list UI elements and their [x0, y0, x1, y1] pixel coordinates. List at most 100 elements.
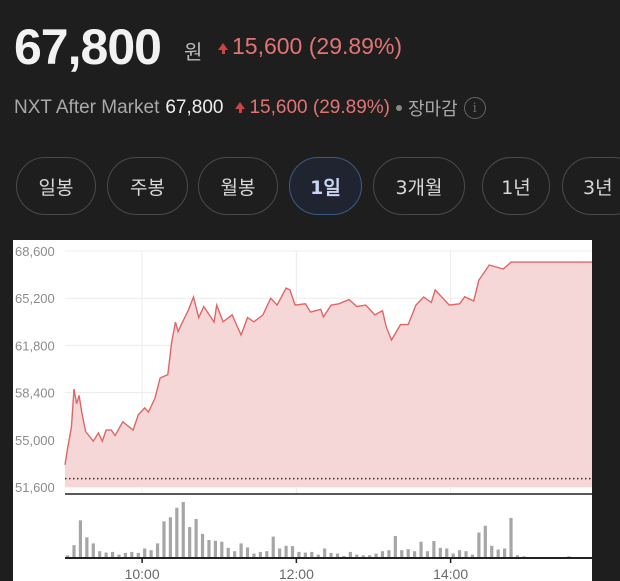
y-tick-label: 65,200 — [15, 291, 55, 306]
current-price: 67,800 — [14, 19, 162, 75]
volume-bar — [310, 551, 314, 558]
volume-bar — [98, 551, 102, 558]
volume-bar — [271, 536, 275, 558]
volume-bar — [515, 555, 520, 558]
tab-1-year[interactable]: 1년 — [482, 157, 550, 215]
volume-bar — [393, 535, 397, 558]
volume-bar — [194, 518, 198, 558]
volume-bar — [220, 541, 224, 558]
volume-bar — [278, 548, 282, 558]
market-status: 장마감 — [408, 99, 458, 120]
volume-bar — [425, 551, 430, 558]
info-icon[interactable]: i — [463, 97, 486, 119]
volume-bar — [374, 553, 378, 558]
volume-bar — [130, 551, 134, 558]
volume-bar — [233, 551, 237, 558]
volume-bar — [483, 525, 487, 558]
volume-bar — [297, 551, 301, 558]
x-tick-label: 10:00 — [125, 566, 160, 581]
up-arrow-icon — [218, 43, 228, 54]
volume-bar — [181, 502, 185, 558]
volume-bar — [91, 543, 95, 558]
up-arrow-icon — [235, 102, 246, 113]
volume-bar — [265, 551, 269, 558]
volume-bar — [72, 545, 76, 558]
volume-bar — [323, 548, 327, 558]
volume-bar — [110, 551, 115, 558]
volume-bar — [490, 545, 494, 558]
volume-bar — [502, 548, 507, 558]
volume-bar — [117, 554, 121, 558]
volume-bar — [361, 555, 365, 558]
tab-weekly-candle[interactable]: 주봉 — [107, 157, 188, 215]
tab-3-years[interactable]: 3년 — [562, 157, 620, 215]
volume-bar — [149, 550, 153, 558]
status-dot-icon — [396, 105, 402, 111]
volume-bar — [368, 555, 372, 558]
change-percent: (29.89%) — [308, 33, 403, 59]
volume-bar — [213, 540, 217, 558]
volume-bar — [464, 551, 468, 558]
y-tick-label: 55,000 — [15, 433, 55, 448]
y-tick-label: 61,800 — [15, 338, 55, 353]
volume-bar — [175, 507, 179, 558]
volume-bar — [342, 555, 346, 558]
y-tick-label: 51,600 — [15, 480, 55, 495]
volume-bar — [335, 553, 340, 558]
volume-bar — [413, 551, 417, 558]
volume-bar — [143, 548, 147, 558]
volume-bar — [477, 532, 481, 558]
volume-bar — [245, 547, 250, 558]
y-tick-label: 58,400 — [15, 386, 55, 401]
tab-3-months[interactable]: 3개월 — [373, 157, 465, 215]
volume-bar — [509, 517, 513, 558]
volume-bar — [85, 537, 89, 558]
volume-bar — [258, 551, 262, 558]
after-market-label: NXT After Market — [14, 97, 160, 118]
volume-bar — [451, 553, 455, 558]
volume-bar — [104, 552, 108, 558]
volume-bar — [290, 546, 295, 558]
volume-bar — [252, 553, 256, 558]
volume-bar — [188, 527, 192, 558]
after-market-change-percent: (29.89%) — [312, 97, 390, 118]
volume-bar — [123, 552, 128, 558]
volume-bar — [380, 551, 385, 558]
price-area — [65, 262, 592, 487]
tab-monthly-candle[interactable]: 월봉 — [198, 157, 278, 215]
volume-bar — [470, 554, 475, 558]
volume-bar — [406, 549, 410, 558]
price-change: 15,600 (29.89%) — [218, 33, 402, 60]
volume-bar — [400, 550, 404, 558]
volume-bar — [438, 547, 442, 558]
volume-bar — [355, 554, 359, 558]
volume-bar — [445, 548, 449, 558]
change-amount: 15,600 — [232, 33, 303, 59]
volume-bar — [316, 554, 320, 558]
volume-bar — [226, 547, 230, 558]
x-tick-label: 14:00 — [433, 566, 468, 581]
volume-bar — [65, 555, 70, 558]
price-chart[interactable]: 68,600 65,200 61,800 58,400 55,000 51,600 10:… — [13, 240, 592, 581]
volume-bar — [200, 533, 205, 558]
volume-bar — [432, 541, 436, 558]
volume-bar — [155, 543, 160, 558]
after-market-row: NXT After Market 67,800 15,600 (29.89%) … — [14, 95, 486, 121]
chart-svg: 68,600 65,200 61,800 58,400 55,000 51,600 10:… — [15, 244, 592, 581]
volume-bar — [419, 541, 423, 558]
x-tick-label: 12:00 — [279, 566, 314, 581]
after-market-price: 67,800 — [165, 97, 224, 118]
volume-bar — [458, 550, 462, 558]
volume-bar — [387, 550, 391, 558]
volume-bar — [78, 520, 83, 558]
tab-1-day[interactable]: 1일 — [289, 157, 362, 215]
volume-bar — [284, 545, 288, 558]
volume-bar — [329, 552, 333, 558]
volume-bar — [239, 543, 243, 558]
currency-label: 원 — [184, 40, 203, 64]
volume-bar — [136, 552, 140, 558]
volume-bar — [162, 521, 166, 558]
price-line — [64, 261, 592, 465]
volume-bar — [303, 552, 307, 558]
tab-daily-candle[interactable]: 일봉 — [16, 157, 96, 215]
